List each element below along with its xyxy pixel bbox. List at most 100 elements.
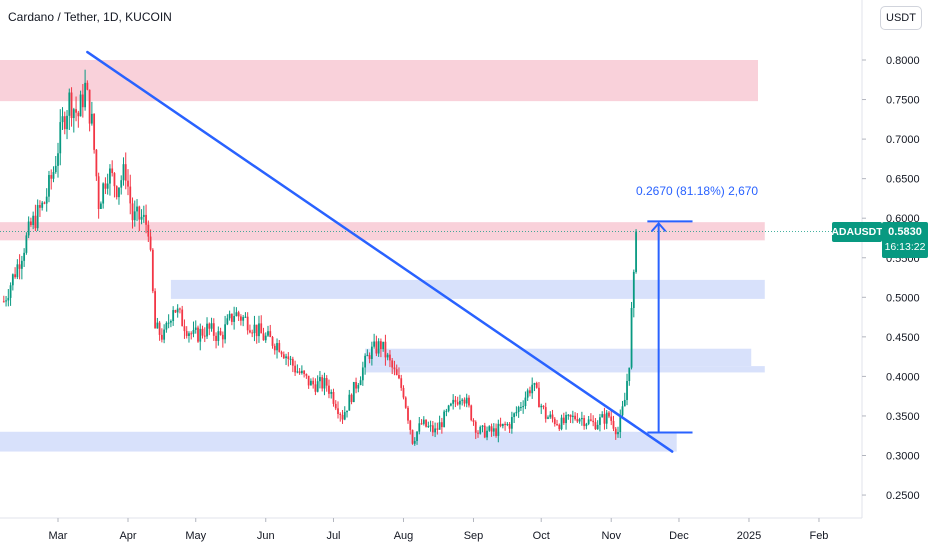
candle-body [54, 165, 57, 173]
candle-body [603, 414, 606, 424]
x-tick-label: Dec [669, 530, 689, 542]
candle-body [635, 231, 637, 272]
candle-body [325, 378, 328, 386]
candle-body [79, 94, 82, 117]
candle-body [551, 414, 554, 419]
candle-body [413, 440, 416, 444]
candle-body [93, 113, 96, 150]
symbol-tag: ADAUSDT [831, 222, 883, 242]
candle-body [59, 122, 62, 154]
candle-body [111, 168, 114, 174]
candle-body [39, 205, 41, 208]
candle-body [307, 375, 310, 386]
candle-body [506, 424, 509, 426]
x-tick-label: May [185, 530, 206, 542]
x-tick-label: Jul [326, 530, 340, 542]
candle-body [538, 387, 540, 408]
candle-body [520, 407, 522, 409]
candle-body [312, 380, 315, 385]
candle-body [522, 405, 525, 408]
candle-body [375, 341, 378, 354]
candle-body [562, 417, 565, 424]
candle-body [314, 384, 317, 392]
zones-layer [0, 60, 765, 452]
measure-label: 0.2670 (81.18%) 2,670 [636, 184, 759, 198]
candle-body [619, 415, 622, 433]
candle-body [431, 425, 434, 433]
candle-body [280, 351, 283, 355]
candle-body [75, 109, 77, 113]
candle-body [269, 331, 272, 338]
candle-body [235, 312, 238, 317]
candle-body [255, 324, 258, 337]
candle-body [504, 423, 506, 426]
candle-body [142, 214, 145, 217]
candle-body [529, 390, 531, 394]
candle-body [411, 429, 414, 444]
candle-body [294, 365, 296, 373]
candle-body [190, 333, 193, 335]
candle-body [145, 214, 147, 225]
candle-body [556, 424, 558, 426]
candle-body [535, 383, 538, 388]
candle-body [391, 360, 394, 368]
candle-body [176, 308, 179, 313]
candle-body [170, 320, 172, 323]
candle-body [429, 425, 432, 427]
candle-body [158, 322, 161, 335]
candle-body [109, 168, 111, 184]
candle-body [172, 310, 175, 321]
candle-body [592, 420, 595, 423]
candle-body [623, 399, 626, 407]
candle-body [366, 355, 369, 357]
candle-body [230, 313, 233, 322]
candle-body [547, 417, 549, 419]
candle-body [129, 186, 132, 204]
candle-body [576, 419, 579, 422]
candle-body [104, 183, 107, 189]
candle-body [404, 397, 407, 408]
candle-body [289, 358, 292, 360]
candle-body [463, 399, 466, 404]
candle-body [542, 405, 545, 408]
candle-body [48, 175, 50, 197]
candle-body [490, 426, 493, 432]
candle-body [440, 422, 443, 428]
candle-body [368, 355, 371, 359]
y-tick-label: 0.3000 [886, 451, 920, 463]
candle-body [567, 414, 570, 416]
candle-body [63, 116, 66, 130]
candle-body [70, 92, 73, 119]
candle-body [517, 407, 520, 412]
candle-body [384, 341, 387, 358]
candle-body [303, 370, 306, 374]
currency-button[interactable]: USDT [880, 6, 922, 30]
candle-body [95, 149, 98, 177]
candle-body [531, 384, 534, 394]
candle-body [249, 330, 251, 333]
candle-body [526, 390, 529, 398]
candle-body [515, 411, 518, 414]
candle-body [36, 205, 39, 229]
candle-body [174, 310, 177, 313]
candle-body [181, 309, 184, 327]
candle-body [102, 183, 105, 204]
candle-body [97, 176, 100, 209]
candle-body [610, 416, 613, 421]
candle-body [459, 400, 461, 405]
candle-body [34, 215, 37, 229]
y-tick-label: 0.4500 [886, 332, 920, 344]
candle-body [16, 264, 19, 278]
candle-body [179, 308, 181, 310]
candle-body [447, 405, 450, 411]
candle-body [382, 341, 385, 350]
candle-body [316, 381, 319, 392]
candle-body [124, 164, 127, 181]
candle-body [88, 89, 91, 124]
candle-body [486, 430, 488, 438]
candle-body [197, 327, 199, 342]
candle-body [608, 412, 610, 417]
candle-body [328, 385, 330, 394]
candle-body [332, 391, 335, 404]
